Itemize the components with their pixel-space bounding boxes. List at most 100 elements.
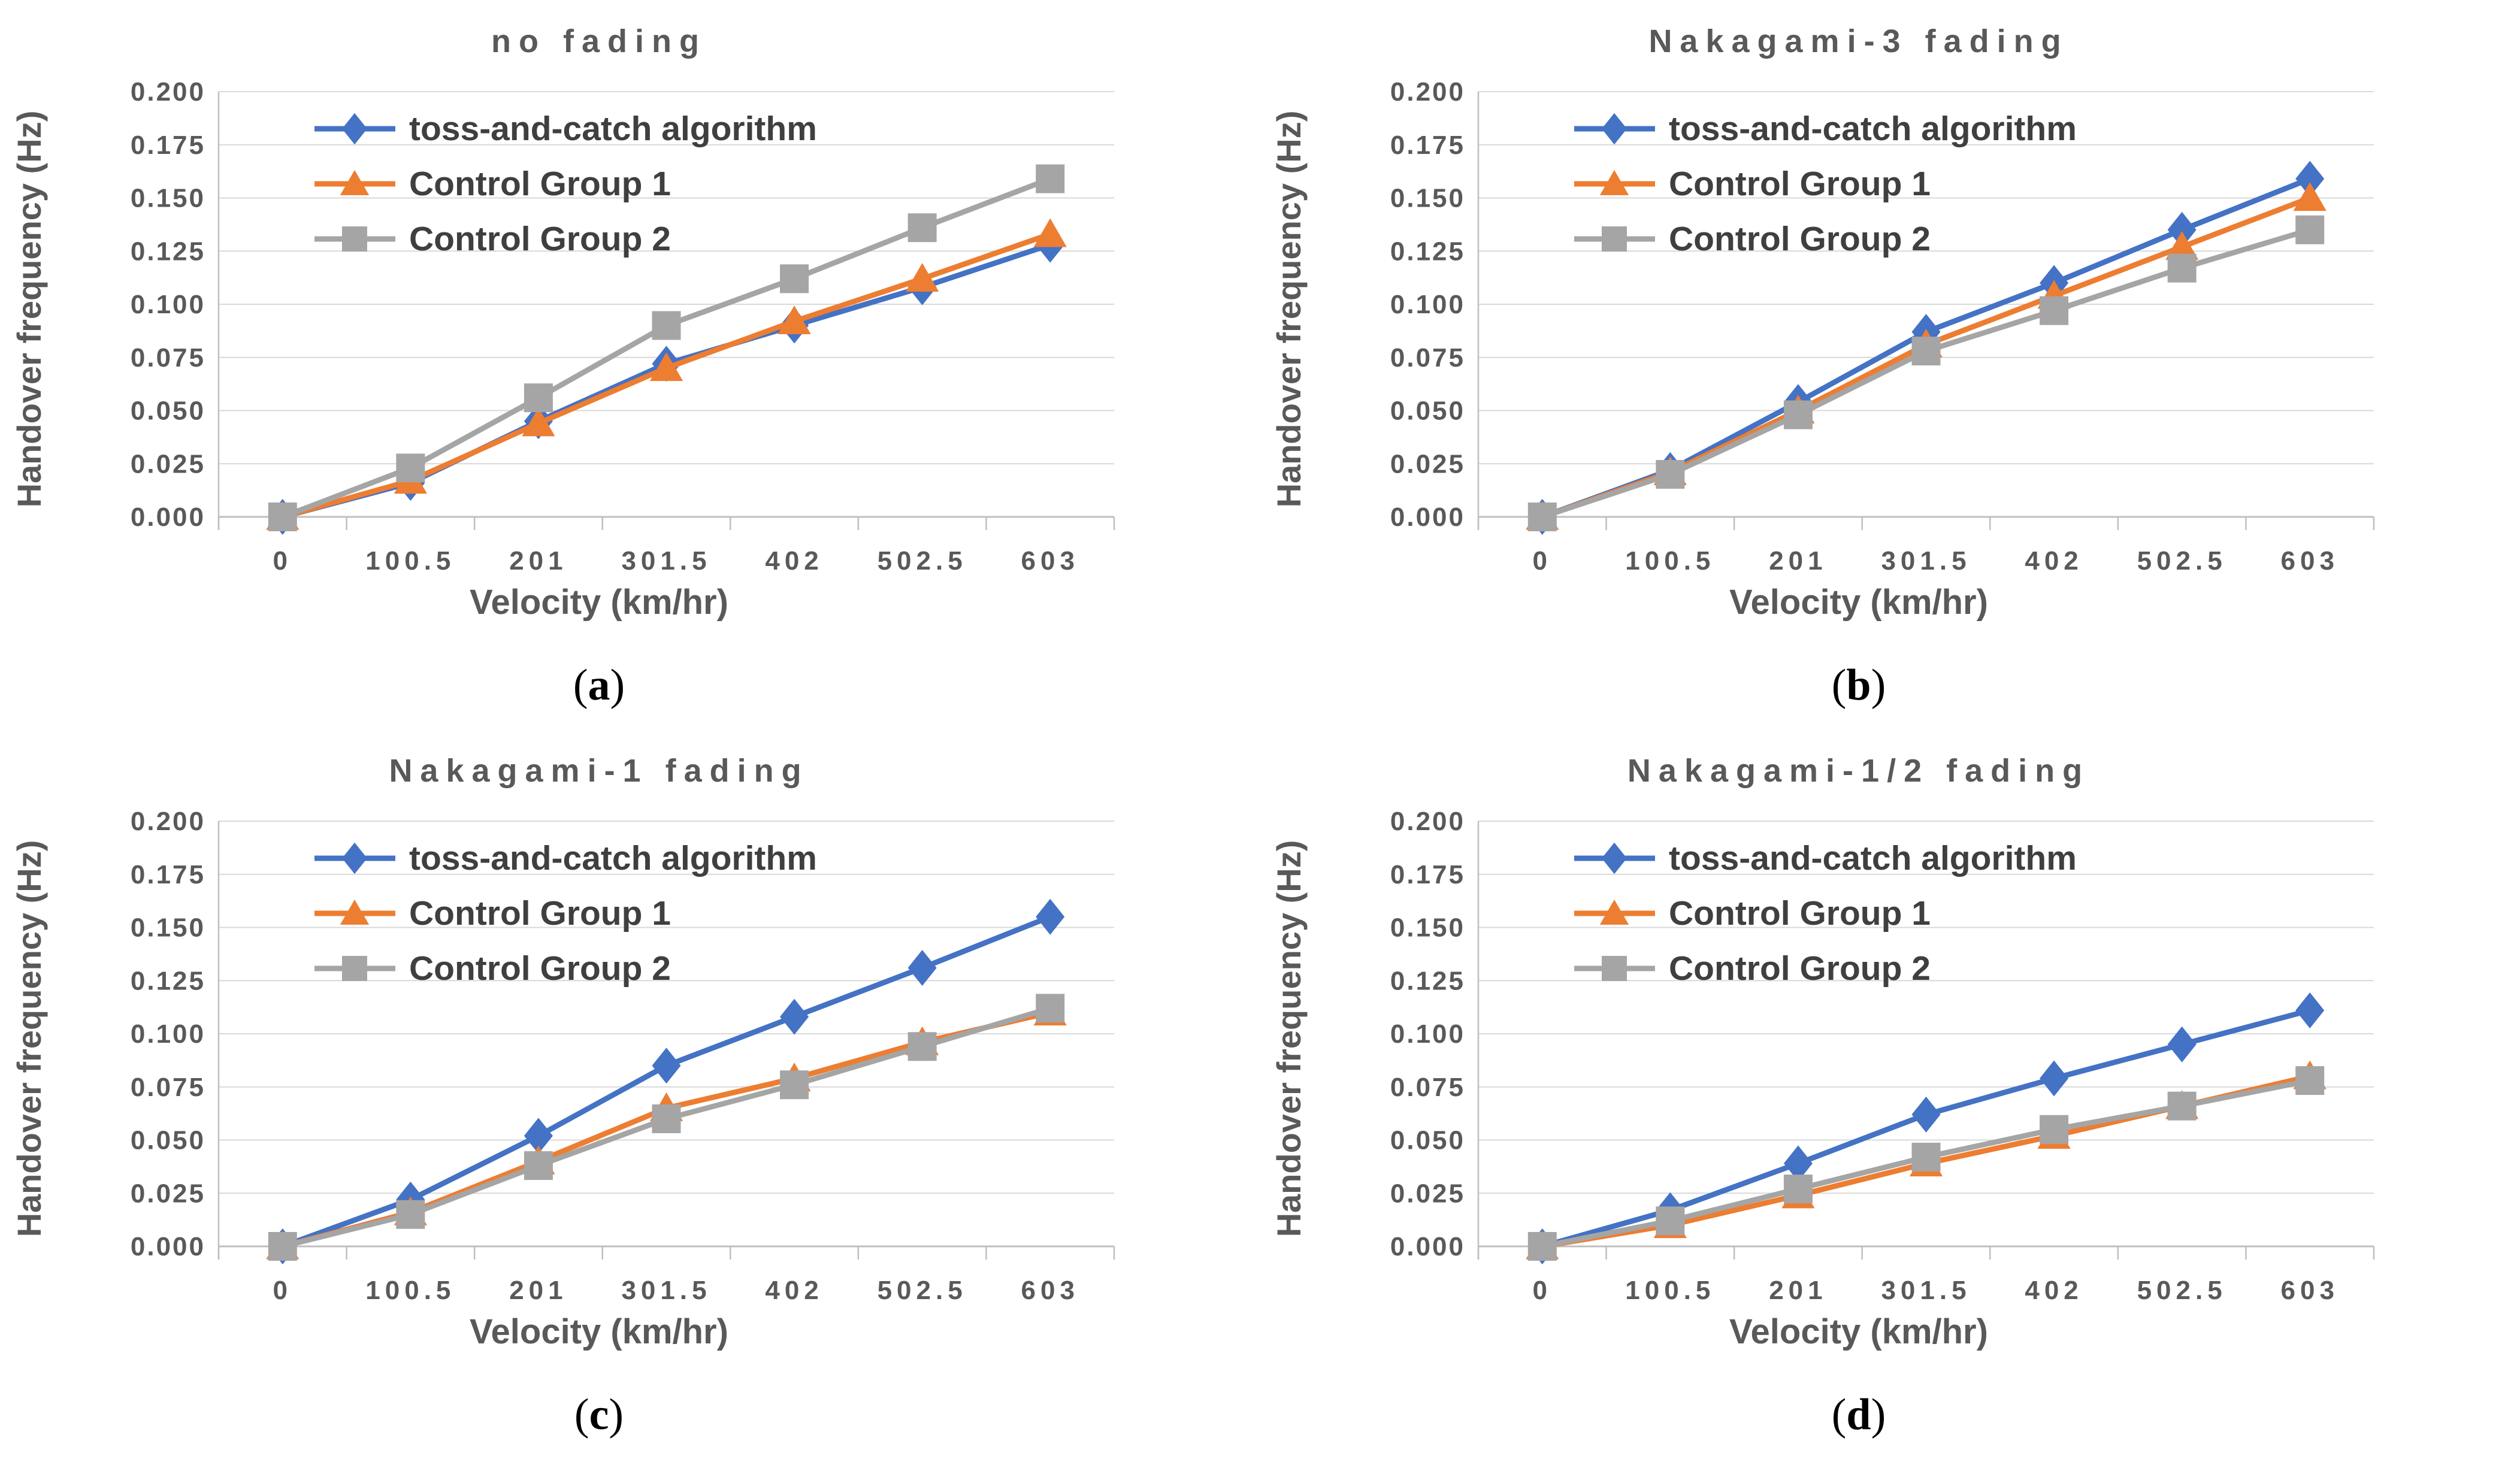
x-tick-label: 502.5 bbox=[878, 546, 967, 576]
legend-label: Control Group 2 bbox=[1669, 949, 1931, 988]
legend-triangle-marker-icon bbox=[1599, 899, 1629, 925]
panel-c: Nakagami-1 fading Handover frequency (Hz… bbox=[0, 730, 1260, 1459]
chart-canvas-a: 0.000 0.025 0.050 0.075 0.100 0.125 0.150 0.175… bbox=[131, 77, 1115, 576]
chart-title: no fading bbox=[491, 23, 707, 59]
x-tick-label: 603 bbox=[1021, 546, 1079, 576]
y-tick-label: 0.175 bbox=[131, 860, 205, 889]
y-tick-label: 0.150 bbox=[131, 184, 205, 213]
y-tick-label: 0.050 bbox=[1390, 396, 1465, 426]
legend-label: Control Group 1 bbox=[1669, 165, 1931, 203]
y-tick-label: 0.100 bbox=[1390, 290, 1465, 319]
x-tick-label: 301.5 bbox=[621, 1276, 711, 1305]
x-tick-label: 201 bbox=[509, 546, 567, 576]
data-point-marker-control-group-1 bbox=[649, 352, 683, 382]
y-tick-label: 0.075 bbox=[1390, 1073, 1465, 1102]
x-tick-label: 100.5 bbox=[1625, 1276, 1715, 1305]
data-point-marker-control-group-2 bbox=[780, 1070, 809, 1100]
chart-title: Nakagami-1 fading bbox=[389, 753, 809, 789]
y-axis-label: Handover frequency (Hz) bbox=[1270, 110, 1308, 508]
legend-square-marker-icon bbox=[342, 956, 367, 981]
y-tick-label: 0.175 bbox=[1390, 131, 1465, 160]
data-point-marker-control-group-2 bbox=[780, 264, 809, 293]
y-tick-label: 0.200 bbox=[131, 77, 205, 107]
data-point-marker-control-group-2 bbox=[1036, 164, 1065, 193]
legend-item-control-group-2: Control Group 2 bbox=[314, 949, 671, 988]
data-point-marker-control-group-2 bbox=[268, 1232, 297, 1261]
x-tick-label: 603 bbox=[1021, 1276, 1079, 1305]
data-point-marker-control-group-2 bbox=[1656, 460, 1685, 489]
chart-canvas-b: 0.000 0.025 0.050 0.075 0.100 0.125 0.150 0.175… bbox=[1390, 77, 2375, 576]
data-point-marker-control-group-2 bbox=[268, 503, 297, 531]
data-point-marker-control-group-2 bbox=[2295, 1066, 2325, 1095]
x-tick-label: 100.5 bbox=[365, 1276, 455, 1305]
data-point-marker-control-group-1 bbox=[906, 263, 939, 292]
y-tick-label: 0.125 bbox=[1390, 966, 1465, 995]
legend-item-control-group-1: Control Group 1 bbox=[1574, 894, 1931, 933]
caption-open-paren: ( bbox=[1831, 661, 1847, 710]
x-tick-label: 201 bbox=[1769, 1276, 1827, 1305]
caption-letter: d bbox=[1846, 1390, 1871, 1439]
legend-diamond-marker-icon bbox=[1602, 842, 1627, 874]
data-point-marker-control-group-2 bbox=[1783, 1175, 1813, 1204]
y-tick-label: 0.200 bbox=[1390, 77, 1465, 107]
data-point-marker-toss-and-catch-algorithm bbox=[1036, 898, 1065, 935]
chart-canvas-c: 0.000 0.025 0.050 0.075 0.100 0.125 0.150 0.175… bbox=[131, 807, 1115, 1305]
x-tick-label: 0 bbox=[273, 1276, 292, 1305]
data-point-marker-toss-and-catch-algorithm bbox=[652, 1048, 681, 1084]
data-point-marker-control-group-1 bbox=[1033, 218, 1067, 247]
data-point-marker-control-group-1 bbox=[778, 305, 811, 334]
caption-close-paren: ) bbox=[609, 1390, 624, 1439]
caption-open-paren: ( bbox=[573, 661, 588, 710]
y-tick-label: 0.125 bbox=[1390, 237, 1465, 266]
legend-label: Control Group 1 bbox=[1669, 894, 1931, 933]
data-point-marker-control-group-2 bbox=[1036, 994, 1065, 1023]
legend-diamond-marker-icon bbox=[342, 842, 367, 874]
legend-item-toss-and-catch-algorithm: toss-and-catch algorithm bbox=[314, 839, 817, 877]
legend-item-toss-and-catch-algorithm: toss-and-catch algorithm bbox=[1574, 839, 2077, 877]
y-tick-label: 0.125 bbox=[131, 966, 205, 995]
legend-square-marker-icon bbox=[342, 226, 367, 252]
data-point-marker-toss-and-catch-algorithm bbox=[524, 1118, 553, 1154]
y-tick-label: 0.050 bbox=[1390, 1126, 1465, 1155]
y-tick-label: 0.100 bbox=[131, 1019, 205, 1049]
data-point-marker-control-group-2 bbox=[1911, 1142, 1941, 1172]
legend-label: Control Group 2 bbox=[409, 949, 671, 988]
panel-caption: (b) bbox=[1320, 660, 2398, 711]
caption-open-paren: ( bbox=[1831, 1390, 1847, 1439]
y-tick-label: 0.125 bbox=[131, 237, 205, 266]
legend-item-control-group-1: Control Group 1 bbox=[314, 894, 671, 933]
legend-label: toss-and-catch algorithm bbox=[409, 839, 817, 877]
data-point-marker-control-group-2 bbox=[1527, 1232, 1557, 1261]
data-point-marker-control-group-2 bbox=[2167, 253, 2197, 283]
y-tick-label: 0.050 bbox=[131, 1126, 205, 1155]
y-tick-label: 0.000 bbox=[131, 1232, 205, 1261]
x-axis-label: Velocity (km/hr) bbox=[470, 1312, 728, 1351]
y-tick-label: 0.025 bbox=[131, 449, 205, 479]
data-point-marker-control-group-2 bbox=[652, 311, 681, 340]
caption-close-paren: ) bbox=[1871, 661, 1886, 710]
panel-caption: (d) bbox=[1320, 1390, 2398, 1440]
y-tick-label: 0.200 bbox=[1390, 807, 1465, 836]
y-tick-label: 0.075 bbox=[131, 1073, 205, 1102]
data-point-marker-control-group-2 bbox=[396, 1200, 425, 1229]
legend-item-control-group-2: Control Group 2 bbox=[1574, 949, 1931, 988]
y-tick-label: 0.025 bbox=[1390, 1179, 1465, 1208]
legend-item-control-group-2: Control Group 2 bbox=[314, 220, 671, 258]
caption-letter: b bbox=[1846, 661, 1871, 710]
legend-square-marker-icon bbox=[1602, 956, 1627, 981]
data-point-marker-control-group-2 bbox=[907, 213, 937, 243]
legend-label: Control Group 1 bbox=[409, 165, 671, 203]
legend-label: toss-and-catch algorithm bbox=[1669, 110, 2077, 148]
x-tick-label: 201 bbox=[509, 1276, 567, 1305]
data-point-marker-toss-and-catch-algorithm bbox=[780, 998, 809, 1035]
y-tick-label: 0.150 bbox=[131, 913, 205, 943]
data-point-marker-toss-and-catch-algorithm bbox=[2295, 992, 2325, 1028]
x-tick-label: 301.5 bbox=[1881, 546, 1971, 576]
y-tick-label: 0.000 bbox=[1390, 1232, 1465, 1261]
y-tick-label: 0.100 bbox=[131, 290, 205, 319]
y-tick-label: 0.175 bbox=[131, 131, 205, 160]
data-point-marker-control-group-2 bbox=[524, 1151, 553, 1180]
data-point-marker-control-group-2 bbox=[1783, 400, 1813, 429]
y-tick-label: 0.175 bbox=[1390, 860, 1465, 889]
x-tick-label: 402 bbox=[765, 1276, 823, 1305]
